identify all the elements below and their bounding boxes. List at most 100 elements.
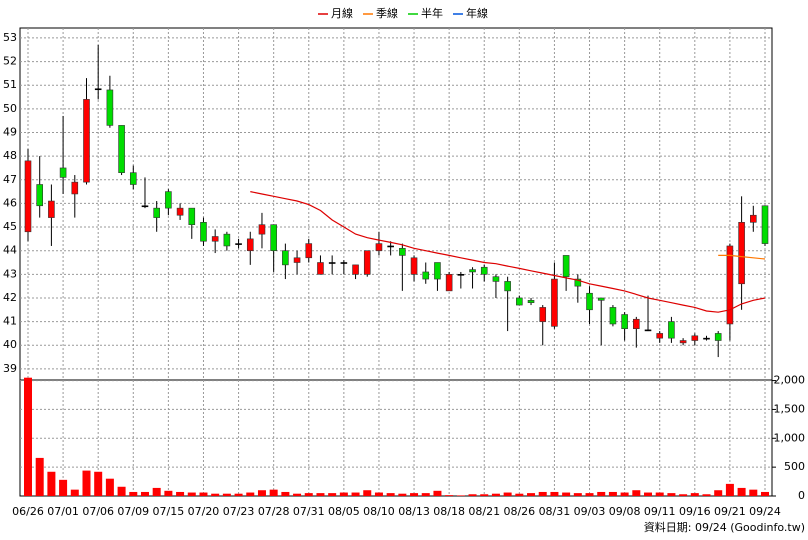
candle-body bbox=[714, 333, 722, 341]
candle-body bbox=[258, 224, 266, 235]
candle-body bbox=[562, 255, 570, 277]
x-tick-label: 08/13 bbox=[398, 505, 430, 518]
candle-body bbox=[691, 335, 699, 341]
candle-body bbox=[457, 274, 465, 276]
candle-body bbox=[375, 243, 383, 251]
candle-body bbox=[24, 160, 32, 233]
candle-body bbox=[410, 257, 418, 275]
candle-body bbox=[387, 245, 394, 248]
volume-bar bbox=[94, 471, 103, 496]
candle-body bbox=[165, 191, 172, 209]
candle-body bbox=[106, 89, 114, 126]
volume-bar bbox=[117, 486, 126, 496]
legend-label: 月線 bbox=[331, 6, 353, 20]
volume-bar bbox=[433, 490, 442, 496]
volume-bar bbox=[269, 489, 278, 496]
volume-bar bbox=[47, 471, 56, 496]
candle-body bbox=[59, 167, 67, 178]
volume-bar bbox=[140, 491, 149, 496]
x-tick-label: 09/21 bbox=[714, 505, 746, 518]
volume-bar bbox=[24, 377, 32, 496]
volume-bar bbox=[257, 490, 266, 496]
volume-bar bbox=[35, 457, 44, 496]
y-tick-label: 42 bbox=[3, 291, 17, 304]
legend-label: 半年 bbox=[421, 6, 443, 20]
x-tick-label: 07/20 bbox=[188, 505, 220, 518]
volume-bar bbox=[410, 493, 419, 496]
y2-tick-label: 1,500 bbox=[774, 402, 806, 415]
x-tick-label: 08/10 bbox=[363, 505, 395, 518]
volume-bar bbox=[82, 470, 91, 496]
volume-bar bbox=[129, 491, 138, 496]
candle-body bbox=[516, 297, 523, 306]
candle-body bbox=[480, 266, 488, 275]
candle-body bbox=[36, 184, 43, 207]
volume-bar bbox=[351, 492, 360, 496]
x-tick-label: 09/08 bbox=[609, 505, 641, 518]
x-tick-label: 09/03 bbox=[574, 505, 606, 518]
volume-bar bbox=[725, 483, 734, 496]
volume-bar bbox=[702, 494, 711, 496]
candle-body bbox=[504, 281, 511, 292]
volume-bar bbox=[246, 492, 255, 496]
candle-body bbox=[399, 248, 406, 256]
y-tick-label: 39 bbox=[3, 362, 17, 375]
volume-bar bbox=[562, 492, 571, 496]
candle-body bbox=[703, 337, 710, 340]
x-tick-label: 07/01 bbox=[47, 505, 79, 518]
volume-bar bbox=[421, 493, 430, 496]
volume-bar bbox=[550, 491, 559, 496]
volume-bar bbox=[70, 489, 79, 496]
candle-body bbox=[492, 276, 500, 282]
candle-body bbox=[679, 340, 687, 344]
volume-bar bbox=[316, 493, 325, 496]
x-tick-label: 09/16 bbox=[679, 505, 711, 518]
volume-bar bbox=[632, 490, 641, 496]
y-tick-label: 53 bbox=[3, 31, 17, 44]
candle-body bbox=[270, 224, 277, 251]
x-tick-label: 08/05 bbox=[328, 505, 360, 518]
candle-body bbox=[422, 271, 430, 280]
volume-bar bbox=[690, 493, 699, 496]
volume-bar bbox=[386, 493, 395, 496]
x-tick-label: 07/28 bbox=[258, 505, 290, 518]
x-tick-label: 07/31 bbox=[293, 505, 325, 518]
candle-body bbox=[317, 262, 324, 275]
y2-tick-label: 0 bbox=[798, 489, 805, 502]
volume-bar bbox=[480, 494, 489, 496]
y-tick-label: 48 bbox=[3, 149, 17, 162]
volume-bar bbox=[573, 493, 582, 496]
volume-bar bbox=[234, 493, 243, 496]
x-tick-label: 08/26 bbox=[503, 505, 535, 518]
x-tick-label: 07/15 bbox=[153, 505, 185, 518]
candle-body bbox=[48, 200, 55, 218]
volume-bar bbox=[293, 493, 302, 496]
y-tick-label: 52 bbox=[3, 55, 17, 68]
volume-bar bbox=[281, 491, 290, 496]
candle-body bbox=[141, 205, 149, 208]
candle-body bbox=[94, 88, 102, 91]
volume-bar bbox=[374, 492, 383, 496]
candle-body bbox=[83, 99, 90, 183]
y2-tick-label: 1,000 bbox=[774, 431, 806, 444]
candle-body bbox=[211, 236, 219, 242]
volume-bar bbox=[538, 491, 547, 496]
legend-label: 季線 bbox=[376, 6, 398, 20]
volume-bar bbox=[445, 495, 454, 496]
candle-body bbox=[328, 262, 336, 264]
candle-body bbox=[176, 207, 184, 216]
candle-body bbox=[188, 207, 196, 225]
y-tick-label: 46 bbox=[3, 196, 17, 209]
candle-body bbox=[609, 307, 617, 325]
volume-bar bbox=[152, 487, 161, 496]
volume-bar bbox=[363, 490, 372, 496]
volume-bar bbox=[211, 493, 220, 496]
volume-bar bbox=[491, 493, 500, 496]
volume-bar bbox=[679, 494, 688, 496]
volume-bar bbox=[222, 493, 231, 496]
y-tick-label: 43 bbox=[3, 267, 17, 280]
ma-line bbox=[250, 191, 766, 313]
volume-bar bbox=[398, 493, 407, 496]
x-tick-label: 07/23 bbox=[223, 505, 255, 518]
